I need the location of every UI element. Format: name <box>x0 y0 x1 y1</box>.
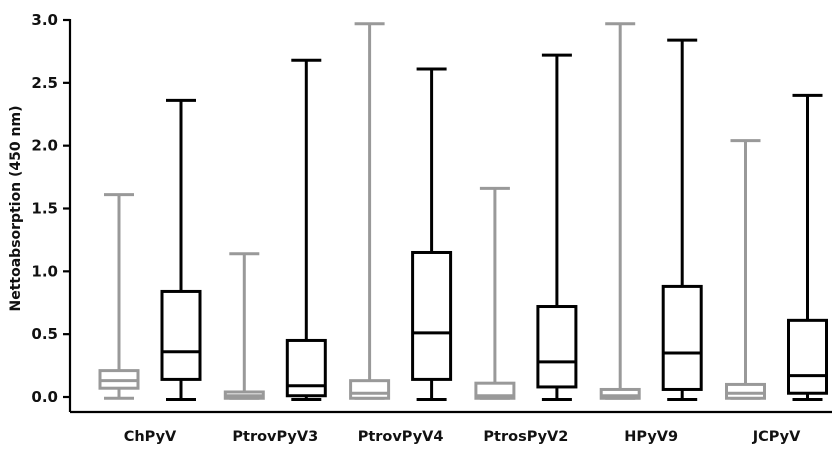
category-label: JCPyV <box>752 429 801 445</box>
category-label: PtrovPyV4 <box>358 429 444 445</box>
box-plot-mark <box>160 98 202 402</box>
iqr-box <box>725 382 766 400</box>
category-label: HPyV9 <box>624 429 678 445</box>
box-plot-mark <box>536 53 578 402</box>
box-plot-mark <box>661 38 703 402</box>
category-labels: ChPyV PtrovPyV3 PtrovPyV4 PtrosPyV2 HPyV9 JCP… <box>124 429 801 445</box>
y-tick-label: 3.0 <box>31 11 58 29</box>
box-plot-mark <box>725 139 766 400</box>
iqr-box <box>411 250 453 381</box>
category-label: PtrosPyV2 <box>483 429 568 445</box>
box-plot-mark <box>98 193 140 400</box>
iqr-box <box>787 318 828 395</box>
box-plot-mark <box>285 58 327 402</box>
y-tick-label: 2.5 <box>31 74 58 92</box>
category-label: ChPyV <box>124 429 177 445</box>
box-plot-mark <box>599 22 641 400</box>
box-plot-mark <box>349 22 391 400</box>
y-tick-label: 1.0 <box>31 262 58 280</box>
y-tick-label: 2.0 <box>31 137 58 155</box>
iqr-box <box>661 284 703 391</box>
y-axis-label: Nettoabsorption (450 nm) <box>8 106 24 312</box>
box-plot-mark <box>787 93 828 402</box>
iqr-box <box>599 387 641 400</box>
y-tick-label: 0.5 <box>31 325 58 343</box>
axes <box>68 19 832 414</box>
box-plot-mark <box>223 252 265 400</box>
y-ticks: 0.0 0.5 1.0 1.5 2.0 2.5 3.0 <box>31 11 70 406</box>
iqr-box <box>536 305 578 389</box>
box-plot-mark <box>411 67 453 402</box>
box-plot-mark <box>474 186 516 400</box>
boxes <box>98 22 828 402</box>
y-tick-label: 0.0 <box>31 388 58 406</box>
category-label: PtrovPyV3 <box>232 429 318 445</box>
iqr-box <box>160 289 202 381</box>
iqr-box <box>285 338 327 398</box>
iqr-box <box>349 379 391 400</box>
y-tick-label: 1.5 <box>31 200 58 218</box>
